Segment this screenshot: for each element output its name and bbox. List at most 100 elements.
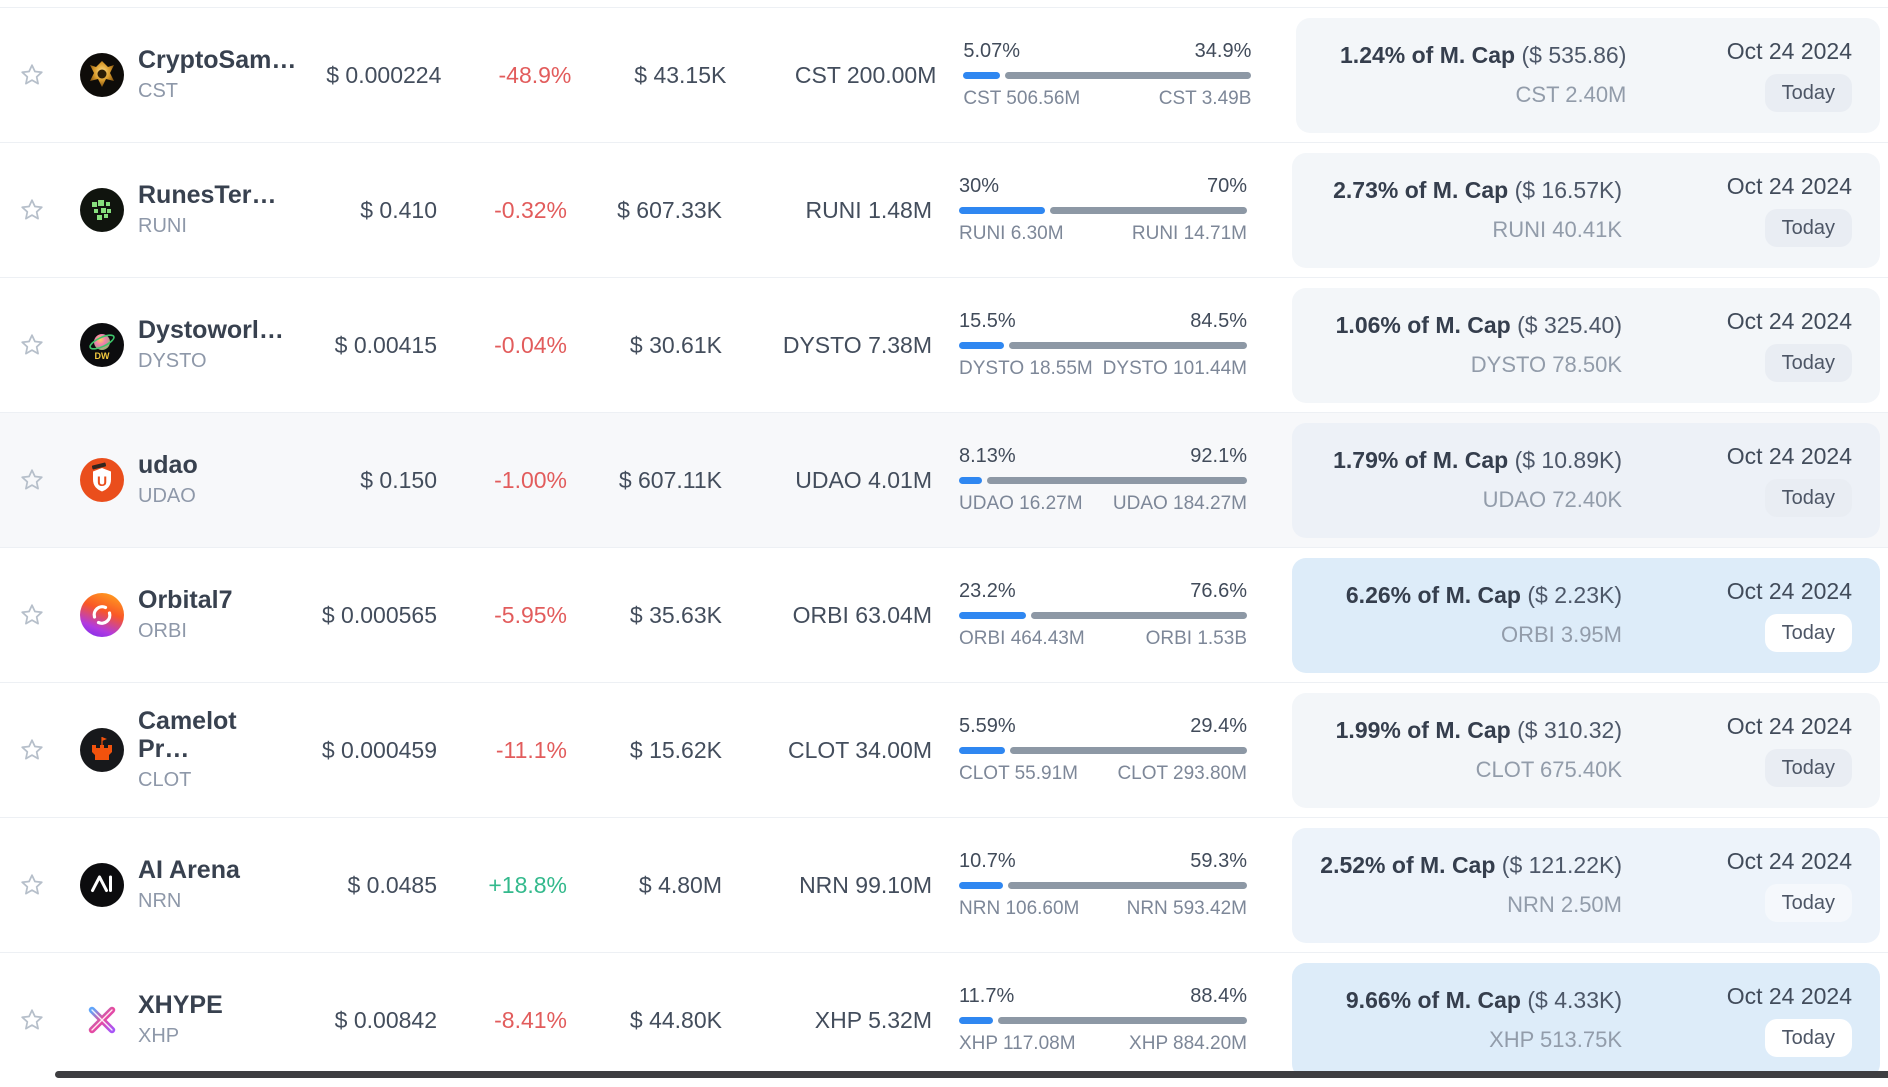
unlock-date: Oct 24 2024	[1726, 308, 1852, 334]
total-token-amount: UDAO 4.01M	[795, 466, 932, 493]
unlock-progress: 11.7% 88.4% XHP 117.08M XHP 884.20M	[959, 985, 1247, 1055]
price-value: $ 0.00842	[334, 1006, 437, 1033]
unlock-progress: 23.2% 76.6% ORBI 464.43M ORBI 1.53B	[959, 580, 1247, 650]
progress-bar-rest	[1030, 612, 1247, 619]
coin-cell[interactable]: U udao UDAO	[64, 451, 292, 509]
locked-percent: 59.3%	[1190, 850, 1247, 872]
mcap-line: 1.79% of M. Cap ($ 10.89K)	[1333, 447, 1622, 474]
locked-percent: 76.6%	[1190, 580, 1247, 602]
favorite-star-button[interactable]	[18, 1006, 46, 1034]
coin-text: Orbital7 ORBI	[138, 586, 232, 644]
mcap-percent: 1.06% of M. Cap	[1335, 312, 1511, 338]
unlock-progress-percents: 10.7% 59.3%	[959, 850, 1247, 873]
table-row[interactable]: RunesTer… RUNI $ 0.410 -0.32% $ 607.33K …	[0, 142, 1888, 277]
favorite-star-button[interactable]	[18, 196, 46, 224]
table-row[interactable]: Orbital7 ORBI $ 0.000565 -5.95% $ 35.63K…	[0, 547, 1888, 682]
coin-name: Camelot Pr…	[138, 707, 237, 763]
favorite-star-button[interactable]	[18, 736, 46, 764]
price-change-percent: -8.41%	[494, 1006, 567, 1033]
coin-symbol: CLOT	[138, 769, 192, 791]
coin-cell[interactable]: Orbital7 ORBI	[64, 586, 292, 644]
unlocked-percent: 30%	[959, 175, 1000, 197]
coin-logo-ai-arena	[80, 863, 124, 907]
next-unlock-panel: 6.26% of M. Cap ($ 2.23K) ORBI 3.95M Oct…	[1292, 557, 1880, 673]
svg-text:U: U	[97, 473, 107, 489]
mcap-usd: ($ 310.32)	[1517, 717, 1622, 743]
unlocked-amount: ORBI 464.43M	[959, 628, 1085, 649]
next-unlock-panel: 9.66% of M. Cap ($ 4.33K) XHP 513.75K Oc…	[1292, 962, 1880, 1078]
progress-bar-fill	[959, 342, 1004, 349]
coin-cell[interactable]: CryptoSam… CST	[64, 46, 296, 104]
table-row[interactable]: CryptoSam… CST $ 0.000224 -48.9% $ 43.15…	[0, 7, 1888, 142]
unlock-progress-amounts: RUNI 6.30M RUNI 14.71M	[959, 223, 1247, 245]
locked-amount: UDAO 184.27M	[1112, 493, 1247, 514]
total-token-amount: DYSTO 7.38M	[782, 331, 932, 358]
unlock-usd-value: $ 44.80K	[629, 1006, 722, 1033]
mcap-usd: ($ 16.57K)	[1514, 177, 1622, 203]
price-value: $ 0.00415	[334, 331, 437, 358]
coin-cell[interactable]: XHYPE XHP	[64, 991, 292, 1049]
unlock-date-block: Oct 24 2024 Today	[1727, 443, 1852, 517]
mcap-line: 2.73% of M. Cap ($ 16.57K)	[1333, 177, 1622, 204]
price-value: $ 0.410	[360, 196, 437, 223]
price-change-percent: -5.95%	[494, 601, 567, 628]
total-token-amount: NRN 99.10M	[799, 871, 932, 898]
progress-bar-track	[959, 612, 1247, 619]
mcap-block: 1.06% of M. Cap ($ 325.40) DYSTO 78.50K	[1322, 312, 1622, 378]
progress-bar-track	[959, 477, 1247, 484]
mcap-block: 1.99% of M. Cap ($ 310.32) CLOT 675.40K	[1322, 717, 1622, 783]
unlock-token-amount: DYSTO 78.50K	[1470, 352, 1622, 377]
favorite-star-button[interactable]	[18, 871, 46, 899]
unlocked-amount: NRN 106.60M	[959, 898, 1080, 919]
table-row[interactable]: Camelot Pr… CLOT $ 0.000459 -11.1% $ 15.…	[0, 682, 1888, 817]
table-row[interactable]: XHYPE XHP $ 0.00842 -8.41% $ 44.80K XHP …	[0, 952, 1888, 1087]
mcap-percent: 1.99% of M. Cap	[1335, 717, 1511, 743]
progress-bar-track	[959, 1017, 1247, 1024]
unlock-usd-value: $ 43.15K	[634, 61, 727, 88]
locked-percent: 92.1%	[1190, 445, 1247, 467]
favorite-cell	[0, 1006, 64, 1034]
unlock-token-amount: CLOT 675.40K	[1475, 757, 1622, 782]
table-row[interactable]: U udao UDAO $ 0.150 -1.00% $ 607.11K UDA…	[0, 412, 1888, 547]
horizontal-scrollbar[interactable]	[55, 1071, 1888, 1078]
unlocked-amount: DYSTO 18.55M	[959, 358, 1093, 379]
coin-cell[interactable]: RunesTer… RUNI	[64, 181, 292, 239]
progress-bar-rest	[1004, 72, 1252, 79]
today-badge: Today	[1764, 884, 1852, 922]
coin-logo-xhype	[80, 998, 124, 1042]
favorite-star-button[interactable]	[18, 601, 46, 629]
coin-text: CryptoSam… CST	[138, 46, 296, 104]
coin-cell[interactable]: AI Arena NRN	[64, 855, 292, 914]
price-change-percent: -0.32%	[494, 196, 567, 223]
unlock-token-amount: ORBI 3.95M	[1500, 622, 1622, 647]
favorite-cell	[0, 736, 64, 764]
coin-text: RunesTer… RUNI	[138, 181, 276, 239]
coin-cell[interactable]: Camelot Pr… CLOT	[64, 707, 292, 792]
favorite-star-button[interactable]	[18, 61, 46, 89]
today-badge: Today	[1764, 1019, 1852, 1057]
unlock-usd-value: $ 607.33K	[617, 196, 722, 223]
locked-amount: NRN 593.42M	[1126, 898, 1247, 919]
progress-bar-fill	[959, 1017, 993, 1024]
favorite-star-button[interactable]	[18, 331, 46, 359]
favorite-star-button[interactable]	[18, 466, 46, 494]
mcap-percent: 1.79% of M. Cap	[1333, 447, 1509, 473]
mcap-block: 9.66% of M. Cap ($ 4.33K) XHP 513.75K	[1322, 987, 1622, 1053]
coin-logo-dystoworld: DW	[80, 323, 124, 367]
coin-cell[interactable]: DW Dystoworl… DYSTO	[64, 316, 292, 374]
unlock-progress-amounts: DYSTO 18.55M DYSTO 101.44M	[959, 358, 1247, 380]
unlock-date: Oct 24 2024	[1726, 38, 1852, 64]
coin-text: udao UDAO	[138, 451, 198, 509]
unlock-progress: 15.5% 84.5% DYSTO 18.55M DYSTO 101.44M	[959, 310, 1247, 380]
table-row[interactable]: DW Dystoworl… DYSTO $ 0.00415 -0.04% $ 3…	[0, 277, 1888, 412]
mcap-percent: 2.73% of M. Cap	[1333, 177, 1509, 203]
price-value: $ 0.000459	[321, 736, 437, 763]
unlock-date-block: Oct 24 2024 Today	[1727, 848, 1852, 922]
coin-symbol: XHP	[138, 1025, 180, 1048]
coin-name: AI Arena	[138, 855, 240, 884]
mcap-block: 6.26% of M. Cap ($ 2.23K) ORBI 3.95M	[1322, 582, 1622, 648]
table-row[interactable]: AI Arena NRN $ 0.0485 +18.8% $ 4.80M NRN…	[0, 817, 1888, 952]
favorite-cell	[0, 61, 64, 89]
coin-symbol: ORBI	[138, 620, 187, 643]
progress-bar-fill	[959, 207, 1046, 214]
